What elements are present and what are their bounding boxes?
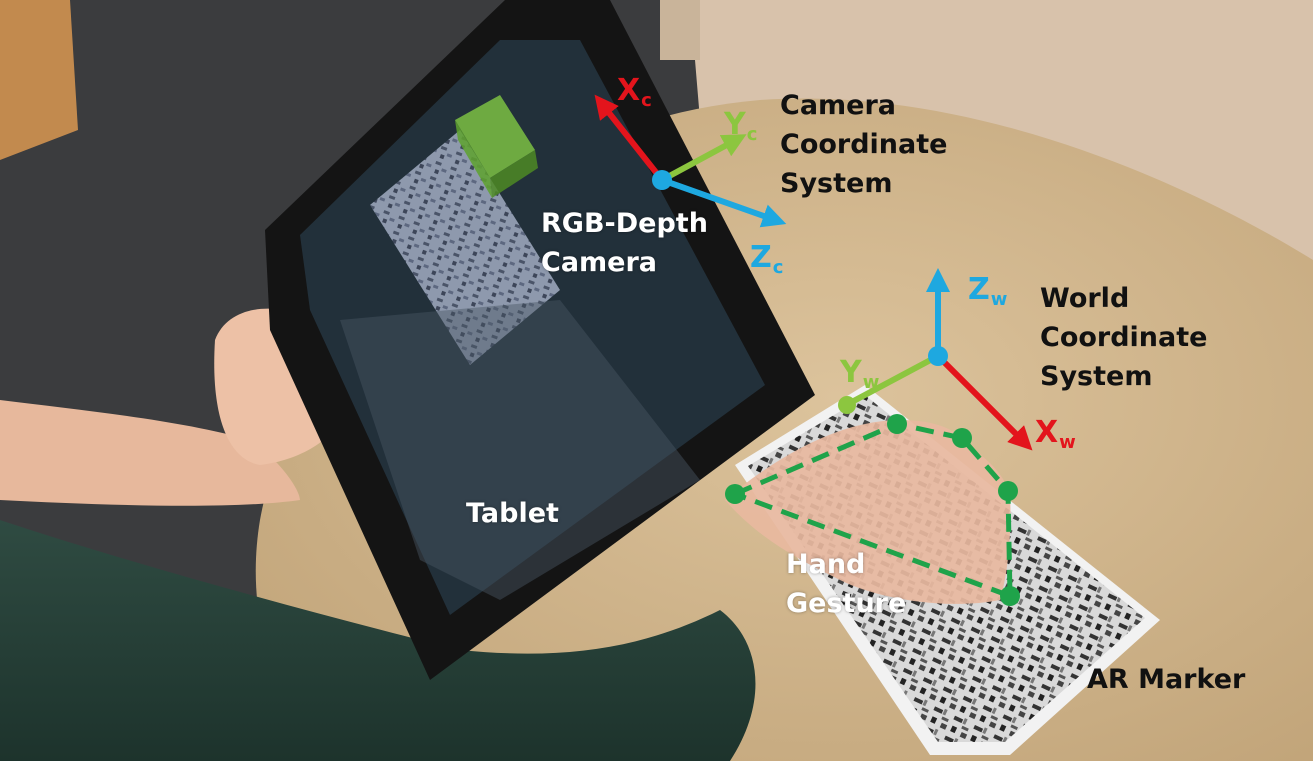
world-x-axis-label: Xw bbox=[1035, 415, 1076, 454]
gesture-point bbox=[998, 481, 1018, 501]
world-y-axis-label: Yw bbox=[840, 355, 880, 394]
gesture-point bbox=[952, 428, 972, 448]
ar-marker-label: AR Marker bbox=[1087, 664, 1246, 695]
camera-y-axis-arrow bbox=[660, 134, 747, 183]
tablet-label: Tablet bbox=[466, 498, 559, 529]
gesture-point bbox=[887, 414, 907, 434]
gesture-point bbox=[725, 484, 745, 504]
camera-z-axis-arrow bbox=[660, 177, 787, 228]
camera-z-axis-label: Zc bbox=[750, 240, 784, 279]
rgb-depth-camera-label: RGB-Depth Camera bbox=[541, 208, 708, 278]
world-y-axis-arrow bbox=[846, 353, 940, 407]
camera-origin-dot bbox=[652, 170, 672, 190]
camera-x-axis-arrow bbox=[594, 94, 665, 182]
camera-y-axis-label: Yc bbox=[724, 107, 758, 146]
world-origin-dot bbox=[928, 346, 948, 366]
world-y-axis-dot bbox=[838, 396, 856, 414]
gesture-point bbox=[1000, 586, 1020, 606]
camera-coordinate-system-label: Camera Coordinate System bbox=[780, 90, 948, 199]
hand-gesture-label: Hand Gesture bbox=[786, 549, 907, 619]
world-z-axis-label: Zw bbox=[968, 272, 1008, 311]
world-coordinate-system-label: World Coordinate System bbox=[1040, 283, 1208, 392]
camera-x-axis-label: Xc bbox=[617, 73, 652, 112]
world-x-axis-arrow bbox=[935, 353, 1033, 451]
hand-gesture-keypoints bbox=[734, 421, 1013, 600]
